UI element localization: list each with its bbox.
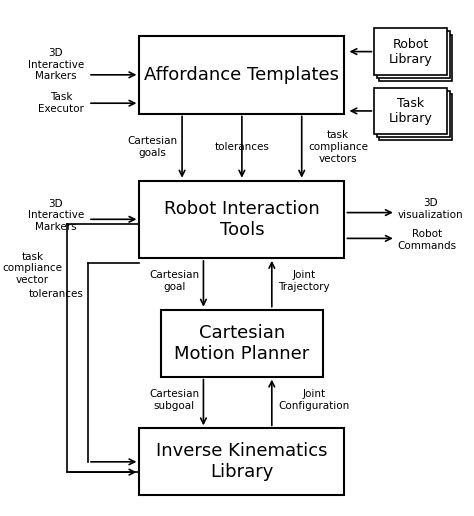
Text: Task
Executor: Task Executor [38,92,84,114]
FancyBboxPatch shape [380,35,452,81]
Text: task
compliance
vectors: task compliance vectors [308,131,368,164]
Text: 3D
visualization: 3D visualization [398,198,464,220]
Text: Affordance Templates: Affordance Templates [145,66,339,84]
Text: task
compliance
vector: task compliance vector [2,252,63,285]
Text: Cartesian
subgoal: Cartesian subgoal [149,389,199,411]
FancyBboxPatch shape [374,28,447,75]
FancyBboxPatch shape [139,36,345,114]
Text: Robot Interaction
Tools: Robot Interaction Tools [164,200,320,239]
FancyBboxPatch shape [374,88,447,134]
FancyBboxPatch shape [161,310,323,377]
Text: tolerances: tolerances [214,142,269,152]
FancyBboxPatch shape [377,31,449,78]
Text: 3D
Interactive
Markers: 3D Interactive Markers [27,48,84,81]
FancyBboxPatch shape [377,91,449,137]
Text: Robot
Library: Robot Library [389,38,433,66]
Text: Cartesian
Motion Planner: Cartesian Motion Planner [174,324,310,363]
Text: Robot
Commands: Robot Commands [398,229,457,251]
Text: Cartesian
goals: Cartesian goals [128,136,178,158]
Text: Cartesian
goal: Cartesian goal [149,270,199,292]
Text: Task
Library: Task Library [389,97,433,125]
Text: Inverse Kinematics
Library: Inverse Kinematics Library [156,442,328,481]
Text: tolerances: tolerances [29,289,84,299]
FancyBboxPatch shape [380,94,452,140]
FancyBboxPatch shape [139,181,345,258]
Text: Joint
Configuration: Joint Configuration [278,389,349,411]
FancyBboxPatch shape [139,428,345,495]
Text: 3D
Interactive
Markers: 3D Interactive Markers [27,199,84,232]
Text: Joint
Trajectory: Joint Trajectory [278,270,330,292]
